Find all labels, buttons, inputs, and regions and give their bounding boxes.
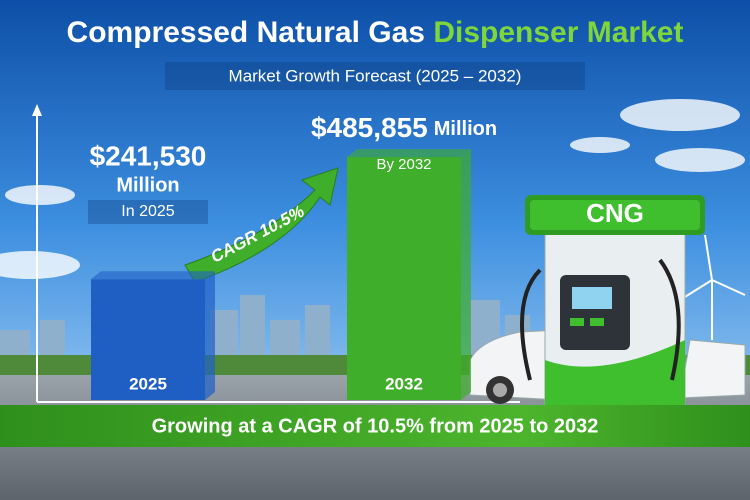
note-band — [88, 200, 208, 224]
bar — [91, 279, 205, 400]
axis-arrow — [32, 104, 42, 116]
bar-top — [347, 149, 471, 158]
title-main: Compressed Natural Gas — [67, 16, 425, 49]
cng-dispenser: CNG — [520, 195, 705, 406]
footer: Growing at a CAGR of 10.5% from 2025 to … — [152, 415, 599, 437]
subtitle-band — [165, 62, 585, 90]
bar-top — [91, 271, 215, 280]
footer-band — [0, 405, 750, 447]
x-tick-label: 2032 — [385, 374, 423, 393]
x-tick-label: 2025 — [129, 374, 167, 393]
cagr-arrow — [184, 167, 339, 283]
value-label-group: $485,855 Million — [311, 112, 497, 143]
value-unit: Million — [116, 174, 179, 196]
title-highlight: Dispenser Market — [433, 16, 683, 49]
value-unit: Million — [434, 118, 497, 140]
value-label: $485,855 — [311, 112, 428, 143]
value-label: $241,530 — [90, 140, 207, 171]
subtitle: Market Growth Forecast (2025 – 2032) — [229, 66, 522, 85]
bar — [347, 157, 461, 400]
value-note: In 2025 — [121, 203, 174, 220]
value-note: By 2032 — [376, 156, 431, 173]
sign-text: CNG — [586, 198, 644, 228]
bar-side — [205, 271, 215, 400]
bar-side — [461, 149, 471, 400]
chart-title: Compressed Natural Gas Dispenser Market — [67, 16, 684, 49]
clouds — [0, 99, 745, 279]
